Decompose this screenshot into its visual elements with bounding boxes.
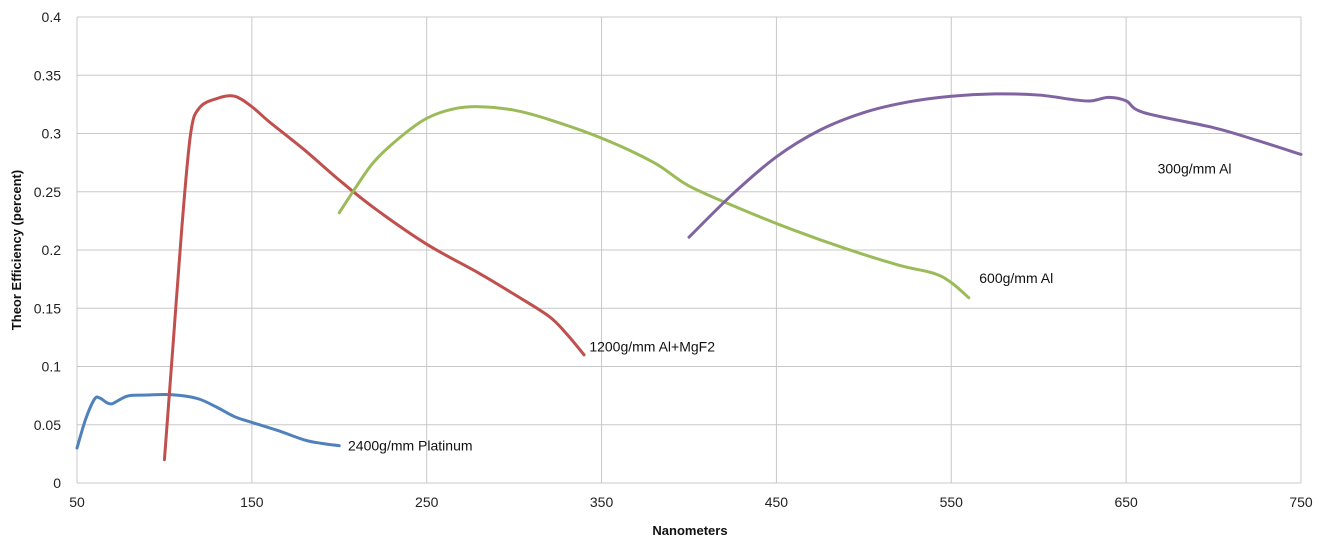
x-tick-label: 650 — [1114, 494, 1138, 510]
y-tick-label: 0.3 — [42, 126, 62, 142]
series-lines — [75, 92, 1303, 462]
series-line-3 — [337, 105, 971, 300]
x-axis-tick-labels: 50 150 250 350 450 550 650 750 — [69, 494, 1313, 510]
y-tick-label: 0.25 — [34, 184, 61, 200]
x-tick-label: 150 — [240, 494, 264, 510]
x-axis-title: Nanometers — [652, 523, 727, 538]
y-tick-label: 0.1 — [42, 359, 62, 375]
y-tick-label: 0.4 — [42, 9, 62, 25]
y-axis-tick-labels: 0 0.05 0.1 0.15 0.2 0.25 0.3 0.35 0.4 — [34, 9, 61, 491]
series-line-2 — [162, 94, 586, 462]
x-tick-label: 750 — [1289, 494, 1313, 510]
x-tick-label: 350 — [590, 494, 614, 510]
y-tick-label: 0.15 — [34, 300, 61, 316]
series-labels: 2400g/mm Platinum 1200g/mm Al+MgF2 600g/mm… — [348, 160, 1232, 453]
series-label-4: 300g/mm Al — [1158, 160, 1232, 176]
series-line-1 — [75, 392, 341, 450]
series-label-3: 600g/mm Al — [979, 270, 1053, 286]
y-tick-label: 0.2 — [42, 242, 62, 258]
series-line-4 — [687, 92, 1303, 239]
y-tick-label: 0.05 — [34, 417, 61, 433]
series-label-1: 2400g/mm Platinum — [348, 438, 473, 454]
x-tick-label: 450 — [765, 494, 789, 510]
x-tick-label: 250 — [415, 494, 439, 510]
gridlines — [76, 16, 1302, 484]
series-label-2: 1200g/mm Al+MgF2 — [589, 339, 715, 355]
y-tick-label: 0 — [53, 475, 61, 491]
x-tick-label: 50 — [69, 494, 85, 510]
y-axis-title: Theor Efficiency (percent) — [9, 170, 24, 330]
y-tick-label: 0.35 — [34, 67, 61, 83]
x-tick-label: 550 — [940, 494, 964, 510]
